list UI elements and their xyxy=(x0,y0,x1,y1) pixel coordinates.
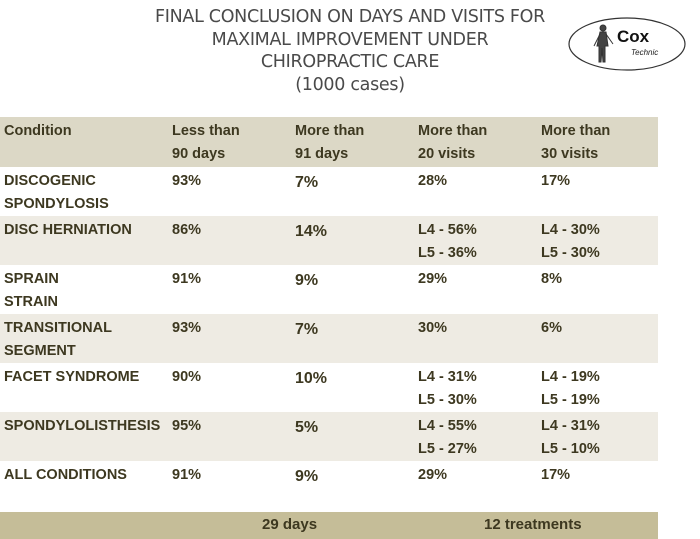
gt91-cell: 9% xyxy=(295,272,319,289)
lt90-cell: 90% xyxy=(172,369,202,385)
page-title: FINAL CONCLUSION ON DAYS AND VISITS FOR … xyxy=(0,6,700,96)
gt30-cell: 17% xyxy=(541,467,571,483)
title-line-2: MAXIMAL IMPROVEMENT UNDER xyxy=(211,29,489,50)
gt91-cell: 9% xyxy=(295,468,319,485)
table-row: TRANSITIONAL SEGMENT 93% 7% 30% 6% xyxy=(0,314,658,363)
human-figure-icon xyxy=(593,24,614,63)
condition-cell: DISC HERNIATION xyxy=(4,222,132,238)
lt90-cell: 86% xyxy=(172,222,202,238)
title-line-3: CHIROPRACTIC CARE xyxy=(260,52,440,72)
summary-treatments: 12 treatments xyxy=(484,516,582,533)
condition-cell: SPONDYLOLISTHESIS xyxy=(4,418,161,434)
gt91-cell: 5% xyxy=(295,419,319,436)
gt30-cell: 17% xyxy=(541,173,571,189)
gt30-cell: 8% xyxy=(541,271,562,287)
gt91-cell: 7% xyxy=(295,321,319,338)
condition-cell: TRANSITIONAL SEGMENT xyxy=(4,320,112,359)
condition-cell: FACET SYNDROME xyxy=(4,369,140,385)
gt30-cell: L4 - 31% L5 - 10% xyxy=(541,418,600,457)
table-row: ALL CONDITIONS 91% 9% 29% 17% xyxy=(0,461,658,510)
table-row: FACET SYNDROME 90% 10% L4 - 31% L5 - 30% … xyxy=(0,363,658,412)
lt90-cell: 95% xyxy=(172,418,202,434)
gt20-cell: 28% xyxy=(418,173,448,189)
gt30-cell: 6% xyxy=(541,320,562,336)
summary-days: 29 days xyxy=(262,516,318,533)
title-subtitle: (1000 cases) xyxy=(295,74,405,95)
condition-cell: SPRAIN STRAIN xyxy=(4,271,59,310)
condition-cell: DISCOGENIC SPONDYLOSIS xyxy=(4,173,109,212)
gt91-cell: 10% xyxy=(295,370,328,387)
lt90-cell: 91% xyxy=(172,467,202,483)
gt20-cell: 29% xyxy=(418,271,448,287)
header-more-than-30-visits: More than 30 visits xyxy=(541,123,611,162)
gt20-cell: L4 - 56% L5 - 36% xyxy=(418,222,477,261)
gt30-cell: L4 - 30% L5 - 30% xyxy=(541,222,600,261)
gt20-cell: 30% xyxy=(418,320,448,336)
table-row: SPRAIN STRAIN 91% 9% 29% 8% xyxy=(0,265,658,314)
table-row: DISC HERNIATION 86% 14% L4 - 56% L5 - 36%… xyxy=(0,216,658,265)
table-row: SPONDYLOLISTHESIS 95% 5% L4 - 55% L5 - 27… xyxy=(0,412,658,461)
gt91-cell: 14% xyxy=(295,223,328,240)
header-condition: Condition xyxy=(4,123,72,139)
logo-sub: Technic xyxy=(631,48,658,57)
gt91-cell: 7% xyxy=(295,174,319,191)
table-row: DISCOGENIC SPONDYLOSIS 93% 7% 28% 17% xyxy=(0,167,658,216)
lt90-cell: 93% xyxy=(172,173,202,189)
gt20-cell: L4 - 31% L5 - 30% xyxy=(418,369,477,408)
title-line-1: FINAL CONCLUSION ON DAYS AND VISITS FOR xyxy=(154,7,546,27)
gt20-cell: 29% xyxy=(418,467,448,483)
condition-cell: ALL CONDITIONS xyxy=(4,467,127,483)
table-header: Condition Less than 90 days More than 91 d… xyxy=(0,117,658,167)
header-more-than-20-visits: More than 20 visits xyxy=(418,123,488,162)
header-less-than-90-days: Less than 90 days xyxy=(172,123,240,162)
gt30-cell: L4 - 19% L5 - 19% xyxy=(541,369,600,408)
summary-band: 29 days 12 treatments xyxy=(0,512,658,539)
gt20-cell: L4 - 55% L5 - 27% xyxy=(418,418,477,457)
cox-technic-logo: Cox Technic xyxy=(567,16,687,72)
header-more-than-91-days: More than 91 days xyxy=(295,123,365,162)
results-table: Condition Less than 90 days More than 91 d… xyxy=(0,117,658,510)
lt90-cell: 93% xyxy=(172,320,202,336)
lt90-cell: 91% xyxy=(172,271,202,287)
logo-brand: Cox xyxy=(617,27,650,46)
